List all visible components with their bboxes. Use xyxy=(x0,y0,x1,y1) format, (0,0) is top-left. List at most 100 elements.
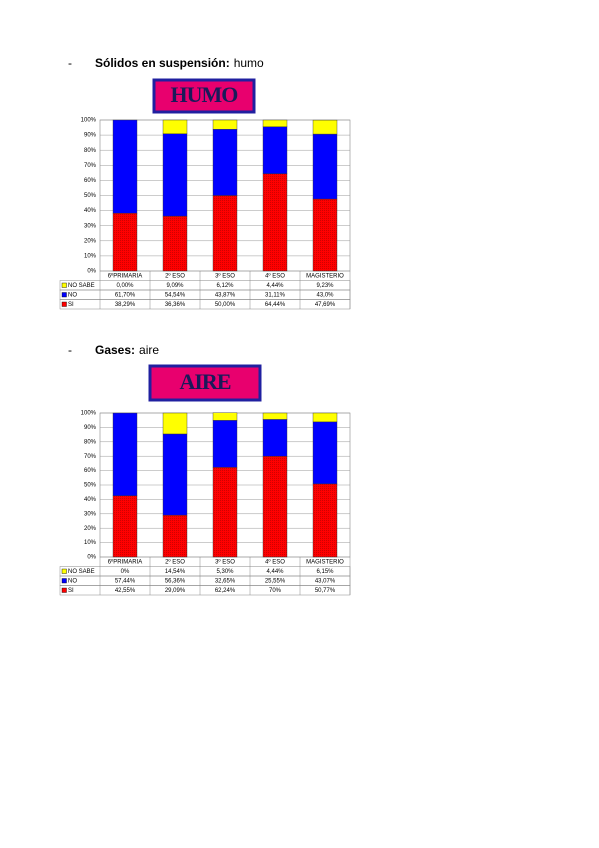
x-tick-label: MAGISTERIO xyxy=(306,559,344,565)
bullet: - xyxy=(68,56,72,70)
table-cell: 61,70% xyxy=(115,292,136,298)
legend-label: NO xyxy=(68,578,77,584)
y-tick-label: 50% xyxy=(84,193,97,199)
x-tick-label: 3º ESO xyxy=(215,558,235,565)
table-cell: 62,24% xyxy=(215,588,236,594)
table-cell: 5,30% xyxy=(216,569,234,575)
section-heading: Sólidos en suspensión: humo xyxy=(95,56,264,70)
table-cell: 43,87% xyxy=(215,292,236,298)
bar-segment xyxy=(212,420,238,468)
table-cell: 9,23% xyxy=(316,283,334,289)
legend-label: SI xyxy=(68,302,74,308)
y-tick-label: 50% xyxy=(84,483,97,489)
heading-bold: Sólidos en suspensión: xyxy=(95,56,230,70)
y-tick-label: 20% xyxy=(84,238,97,244)
y-tick-label: 0% xyxy=(87,555,96,561)
bar-segment xyxy=(112,412,138,496)
bar-segment xyxy=(262,419,288,457)
bar-segment xyxy=(312,483,338,558)
legend-label: NO SABE xyxy=(68,569,95,575)
bar-segment xyxy=(112,119,138,214)
bar-segment xyxy=(312,412,338,423)
chart-title: HUMO xyxy=(171,82,239,107)
y-tick-label: 40% xyxy=(84,497,97,503)
y-tick-label: 70% xyxy=(84,454,97,460)
bar-segment xyxy=(212,129,238,196)
x-tick-label: 4º ESO xyxy=(265,272,285,279)
legend-label: NO SABE xyxy=(68,283,95,289)
title-box xyxy=(152,78,256,114)
table-cell: 57,44% xyxy=(115,578,136,584)
bar-segment xyxy=(162,433,188,516)
y-tick-label: 100% xyxy=(81,411,97,417)
section-heading: Gases: aire xyxy=(95,343,159,357)
legend-swatch xyxy=(61,587,67,593)
heading-bold: Gases: xyxy=(95,343,135,357)
table-row xyxy=(59,575,351,586)
table-cell: 43,0% xyxy=(316,292,334,298)
x-tick-label: 4º ESO xyxy=(265,558,285,565)
table-row xyxy=(59,280,351,291)
table-cell: 70% xyxy=(269,588,282,594)
y-tick-label: 40% xyxy=(84,208,97,214)
bar-segment xyxy=(262,412,288,420)
bullet: - xyxy=(68,343,72,357)
bar-segment xyxy=(212,467,238,558)
bar-segment xyxy=(162,133,188,217)
table-cell: 6,15% xyxy=(316,569,334,575)
bar-segment xyxy=(162,215,188,272)
bar-segment xyxy=(262,456,288,558)
legend-swatch xyxy=(61,578,67,584)
y-tick-label: 0% xyxy=(87,269,96,275)
bar-segment xyxy=(212,119,238,130)
heading-rest: humo xyxy=(234,56,264,70)
bar-segment xyxy=(212,412,238,421)
x-tick-label: 2º ESO xyxy=(165,272,185,279)
bar-segment xyxy=(162,119,188,134)
legend-swatch xyxy=(61,568,67,574)
y-tick-label: 30% xyxy=(84,223,97,229)
heading-rest: aire xyxy=(139,343,159,357)
bar-segment xyxy=(112,495,138,558)
bar-segment xyxy=(112,212,138,272)
table-cell: 29,09% xyxy=(165,588,186,594)
table-cell: 6,12% xyxy=(216,283,234,289)
y-tick-label: 20% xyxy=(84,526,97,532)
y-tick-label: 10% xyxy=(84,540,97,546)
bar-segment xyxy=(162,412,188,435)
table-cell: 36,36% xyxy=(165,302,186,308)
table-cell: 47,69% xyxy=(315,302,336,308)
table-cell: 56,36% xyxy=(165,578,186,584)
bar-segment xyxy=(312,119,338,135)
y-tick-label: 90% xyxy=(84,133,97,139)
table-cell: 31,11% xyxy=(265,292,286,298)
y-tick-label: 60% xyxy=(84,178,97,184)
table-cell: 0% xyxy=(121,569,130,575)
table-cell: 32,65% xyxy=(215,578,236,584)
table-cell: 64,44% xyxy=(265,302,286,308)
y-tick-label: 10% xyxy=(84,253,97,259)
x-tick-label: 6ºPRIMARIA xyxy=(108,558,143,565)
y-tick-label: 90% xyxy=(84,425,97,431)
table-cell: 25,55% xyxy=(265,578,286,584)
table-cell: 4,44% xyxy=(266,283,284,289)
table-cell: 50,00% xyxy=(215,302,236,308)
table-row xyxy=(59,289,351,300)
legend-label: SI xyxy=(68,588,74,594)
x-tick-label: MAGISTERIO xyxy=(306,273,344,279)
table-cell: 50,77% xyxy=(315,588,336,594)
x-tick-label: 3º ESO xyxy=(215,272,235,279)
x-tick-label: 6ºPRIMARIA xyxy=(108,272,143,279)
y-tick-label: 80% xyxy=(84,148,97,154)
bar-segment xyxy=(312,198,338,272)
bar-segment xyxy=(262,119,288,127)
bar-segment xyxy=(162,514,188,558)
chart-title: AIRE xyxy=(179,369,230,394)
x-tick-label: 2º ESO xyxy=(165,558,185,565)
y-tick-label: 100% xyxy=(81,118,97,124)
table-cell: 4,44% xyxy=(266,569,284,575)
y-tick-label: 80% xyxy=(84,439,97,445)
table-cell: 9,09% xyxy=(166,283,184,289)
